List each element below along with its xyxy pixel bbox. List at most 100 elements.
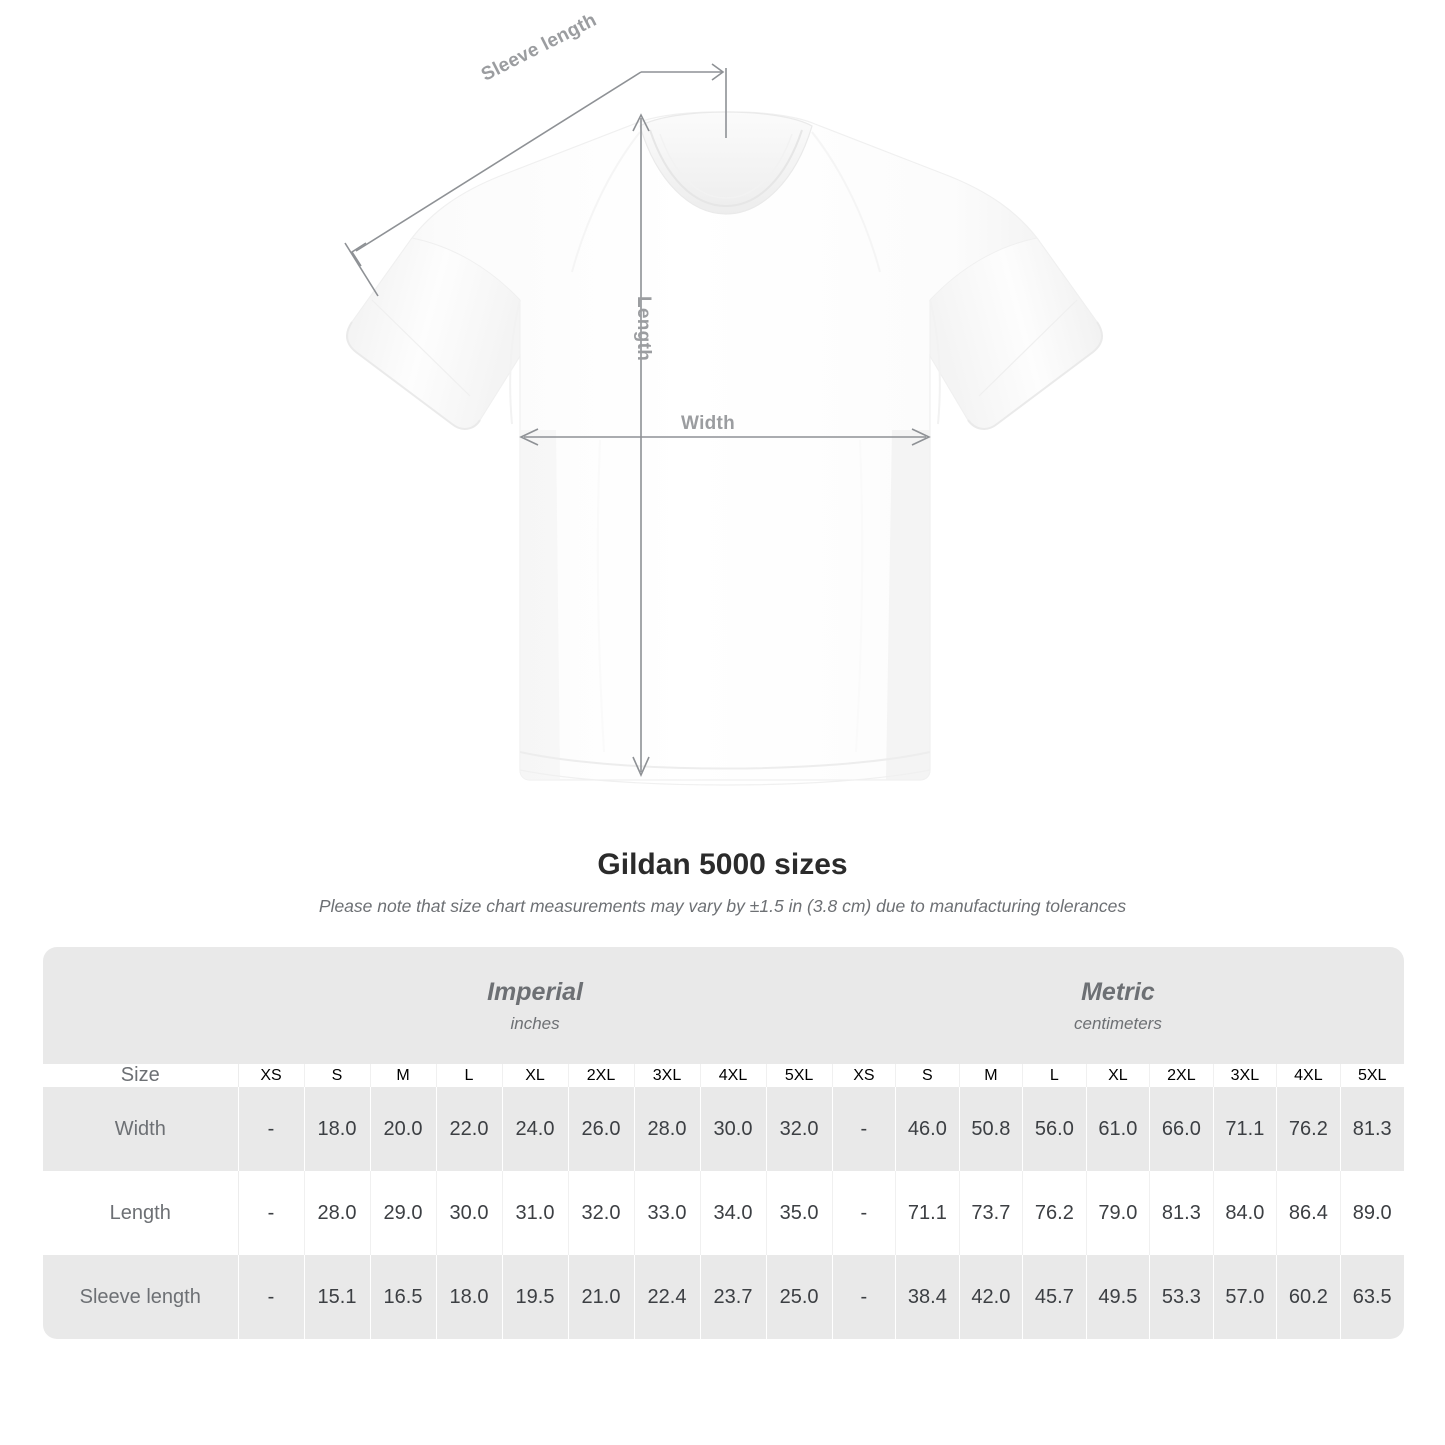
size-column-header-imperial-4xl: 4XL [700, 1064, 767, 1087]
cell-sleeve-length-metric-2xl: 53.3 [1149, 1255, 1214, 1339]
cell-sleeve-length-imperial-s: 15.1 [304, 1255, 371, 1339]
cell-sleeve-length-metric-4xl: 60.2 [1276, 1255, 1341, 1339]
cell-sleeve-length-metric-m: 42.0 [959, 1255, 1024, 1339]
size-column-header-imperial-xl: XL [502, 1064, 569, 1087]
size-column-header-imperial-m: M [370, 1064, 437, 1087]
table-row: Length -28.0 29.0 30.0 31.0 32.0 33.0 34.0 35.0-… [43, 1171, 1404, 1255]
cell-width-imperial-3xl: 28.0 [634, 1087, 701, 1171]
cell-sleeve-length-imperial-l: 18.0 [436, 1255, 503, 1339]
cell-length-imperial-xl: 31.0 [502, 1171, 569, 1255]
size-column-header-metric-5xl: 5XL [1340, 1064, 1404, 1087]
cell-width-metric-l: 56.0 [1022, 1087, 1087, 1171]
size-column-header-metric-m: M [959, 1064, 1024, 1087]
unit-band-blank-cell [43, 947, 238, 1064]
cell-length-imperial-4xl: 34.0 [700, 1171, 767, 1255]
size-column-header-metric-2xl: 2XL [1149, 1064, 1214, 1087]
cell-sleeve-length-imperial-xs: - [237, 1255, 305, 1339]
cell-width-metric-3xl: 71.1 [1213, 1087, 1278, 1171]
size-header-label: Size [43, 1064, 238, 1087]
size-column-header-metric-l: L [1022, 1064, 1087, 1087]
cell-length-imperial-s: 28.0 [304, 1171, 371, 1255]
width-dimension-line [519, 428, 931, 446]
cell-width-metric-2xl: 66.0 [1149, 1087, 1214, 1171]
cell-width-imperial-m: 20.0 [370, 1087, 437, 1171]
cell-width-metric-xs: - [831, 1087, 897, 1171]
size-column-header-imperial-s: S [304, 1064, 371, 1087]
cell-length-imperial-3xl: 33.0 [634, 1171, 701, 1255]
cell-length-metric-5xl: 89.0 [1340, 1171, 1404, 1255]
size-column-header-metric-4xl: 4XL [1276, 1064, 1341, 1087]
size-chart-table: Imperial inches Metric centimeters Size X… [43, 947, 1404, 1339]
cell-length-metric-2xl: 81.3 [1149, 1171, 1214, 1255]
cell-width-metric-4xl: 76.2 [1276, 1087, 1341, 1171]
cell-width-metric-xl: 61.0 [1086, 1087, 1151, 1171]
size-column-header-imperial-l: L [436, 1064, 503, 1087]
page-subtitle: Please note that size chart measurements… [318, 896, 1127, 916]
cell-sleeve-length-metric-xl: 49.5 [1086, 1255, 1151, 1339]
cell-sleeve-length-imperial-4xl: 23.7 [700, 1255, 767, 1339]
row-label-length: Length [43, 1171, 238, 1255]
cell-width-imperial-2xl: 26.0 [568, 1087, 635, 1171]
size-header-row: Size XS S M L XL 2XL 3XL 4XL 5XL XS S M L XL 2XL 3XL 4XL 5… [43, 1064, 1404, 1087]
cell-sleeve-length-imperial-xl: 19.5 [502, 1255, 569, 1339]
cell-length-metric-4xl: 86.4 [1276, 1171, 1341, 1255]
cell-width-imperial-l: 22.0 [436, 1087, 503, 1171]
cell-width-metric-m: 50.8 [959, 1087, 1024, 1171]
row-label-width: Width [43, 1087, 238, 1171]
size-column-header-metric-s: S [895, 1064, 960, 1087]
table-row: Sleeve length -15.1 16.5 18.0 19.5 21.0 22.4 23… [43, 1255, 1404, 1339]
size-column-header-imperial-5xl: 5XL [766, 1064, 833, 1087]
cell-length-metric-l: 76.2 [1022, 1171, 1087, 1255]
cell-sleeve-length-imperial-5xl: 25.0 [766, 1255, 833, 1339]
cell-length-imperial-2xl: 32.0 [568, 1171, 635, 1255]
size-column-header-imperial-xs: XS [237, 1064, 305, 1087]
cell-sleeve-length-imperial-2xl: 21.0 [568, 1255, 635, 1339]
cell-sleeve-length-metric-l: 45.7 [1022, 1255, 1087, 1339]
cell-width-imperial-xl: 24.0 [502, 1087, 569, 1171]
cell-length-metric-m: 73.7 [959, 1171, 1024, 1255]
cell-sleeve-length-metric-5xl: 63.5 [1340, 1255, 1404, 1339]
cell-length-metric-3xl: 84.0 [1213, 1171, 1278, 1255]
size-column-header-metric-3xl: 3XL [1213, 1064, 1278, 1087]
cell-width-imperial-4xl: 30.0 [700, 1087, 767, 1171]
cell-width-imperial-xs: - [237, 1087, 305, 1171]
unit-group-header-row: Imperial inches Metric centimeters [43, 947, 1404, 1064]
unit-group-imperial-title: Imperial [487, 977, 583, 1006]
unit-group-metric-unit: centimeters [1073, 1014, 1162, 1033]
cell-length-imperial-m: 29.0 [370, 1171, 437, 1255]
cell-width-metric-s: 46.0 [895, 1087, 960, 1171]
cell-length-metric-s: 71.1 [895, 1171, 960, 1255]
cell-width-imperial-5xl: 32.0 [766, 1087, 833, 1171]
table-row: Width -18.0 20.0 22.0 24.0 26.0 28.0 30.0 32.0-4… [43, 1087, 1404, 1171]
unit-group-metric-title: Metric [1081, 977, 1155, 1006]
cell-width-imperial-s: 18.0 [304, 1087, 371, 1171]
cell-sleeve-length-imperial-3xl: 22.4 [634, 1255, 701, 1339]
size-column-header-imperial-3xl: 3XL [634, 1064, 701, 1087]
size-column-header-metric-xl: XL [1086, 1064, 1151, 1087]
cell-sleeve-length-metric-3xl: 57.0 [1213, 1255, 1278, 1339]
tshirt-measurement-diagram: Sleeve length Length Width [344, 10, 1103, 786]
size-column-header-imperial-2xl: 2XL [568, 1064, 635, 1087]
cell-length-imperial-l: 30.0 [436, 1171, 503, 1255]
unit-group-metric: Metric centimeters [832, 947, 1404, 1064]
unit-group-imperial-unit: inches [510, 1014, 560, 1033]
length-dimension-line [632, 113, 650, 777]
cell-length-metric-xl: 79.0 [1086, 1171, 1151, 1255]
unit-group-imperial: Imperial inches [238, 947, 833, 1064]
cell-sleeve-length-metric-xs: - [831, 1255, 897, 1339]
length-label: Length [633, 296, 654, 362]
cell-width-metric-5xl: 81.3 [1340, 1087, 1404, 1171]
tshirt-illustration [344, 63, 1103, 786]
size-chart-body: Width -18.0 20.0 22.0 24.0 26.0 28.0 30.0 32.0-4… [43, 1087, 1404, 1339]
cell-length-imperial-xs: - [237, 1171, 305, 1255]
cell-sleeve-length-imperial-m: 16.5 [370, 1255, 437, 1339]
width-label: Width [681, 413, 736, 434]
cell-length-imperial-5xl: 35.0 [766, 1171, 833, 1255]
size-column-header-metric-xs: XS [831, 1064, 897, 1087]
cell-sleeve-length-metric-s: 38.4 [895, 1255, 960, 1339]
sleeve-length-dimension-line [344, 63, 725, 297]
cell-length-metric-xs: - [831, 1171, 897, 1255]
row-label-sleeve-length: Sleeve length [43, 1255, 238, 1339]
page-title: Gildan 5000 sizes [597, 848, 848, 881]
tshirt-body-shape [346, 111, 1103, 786]
